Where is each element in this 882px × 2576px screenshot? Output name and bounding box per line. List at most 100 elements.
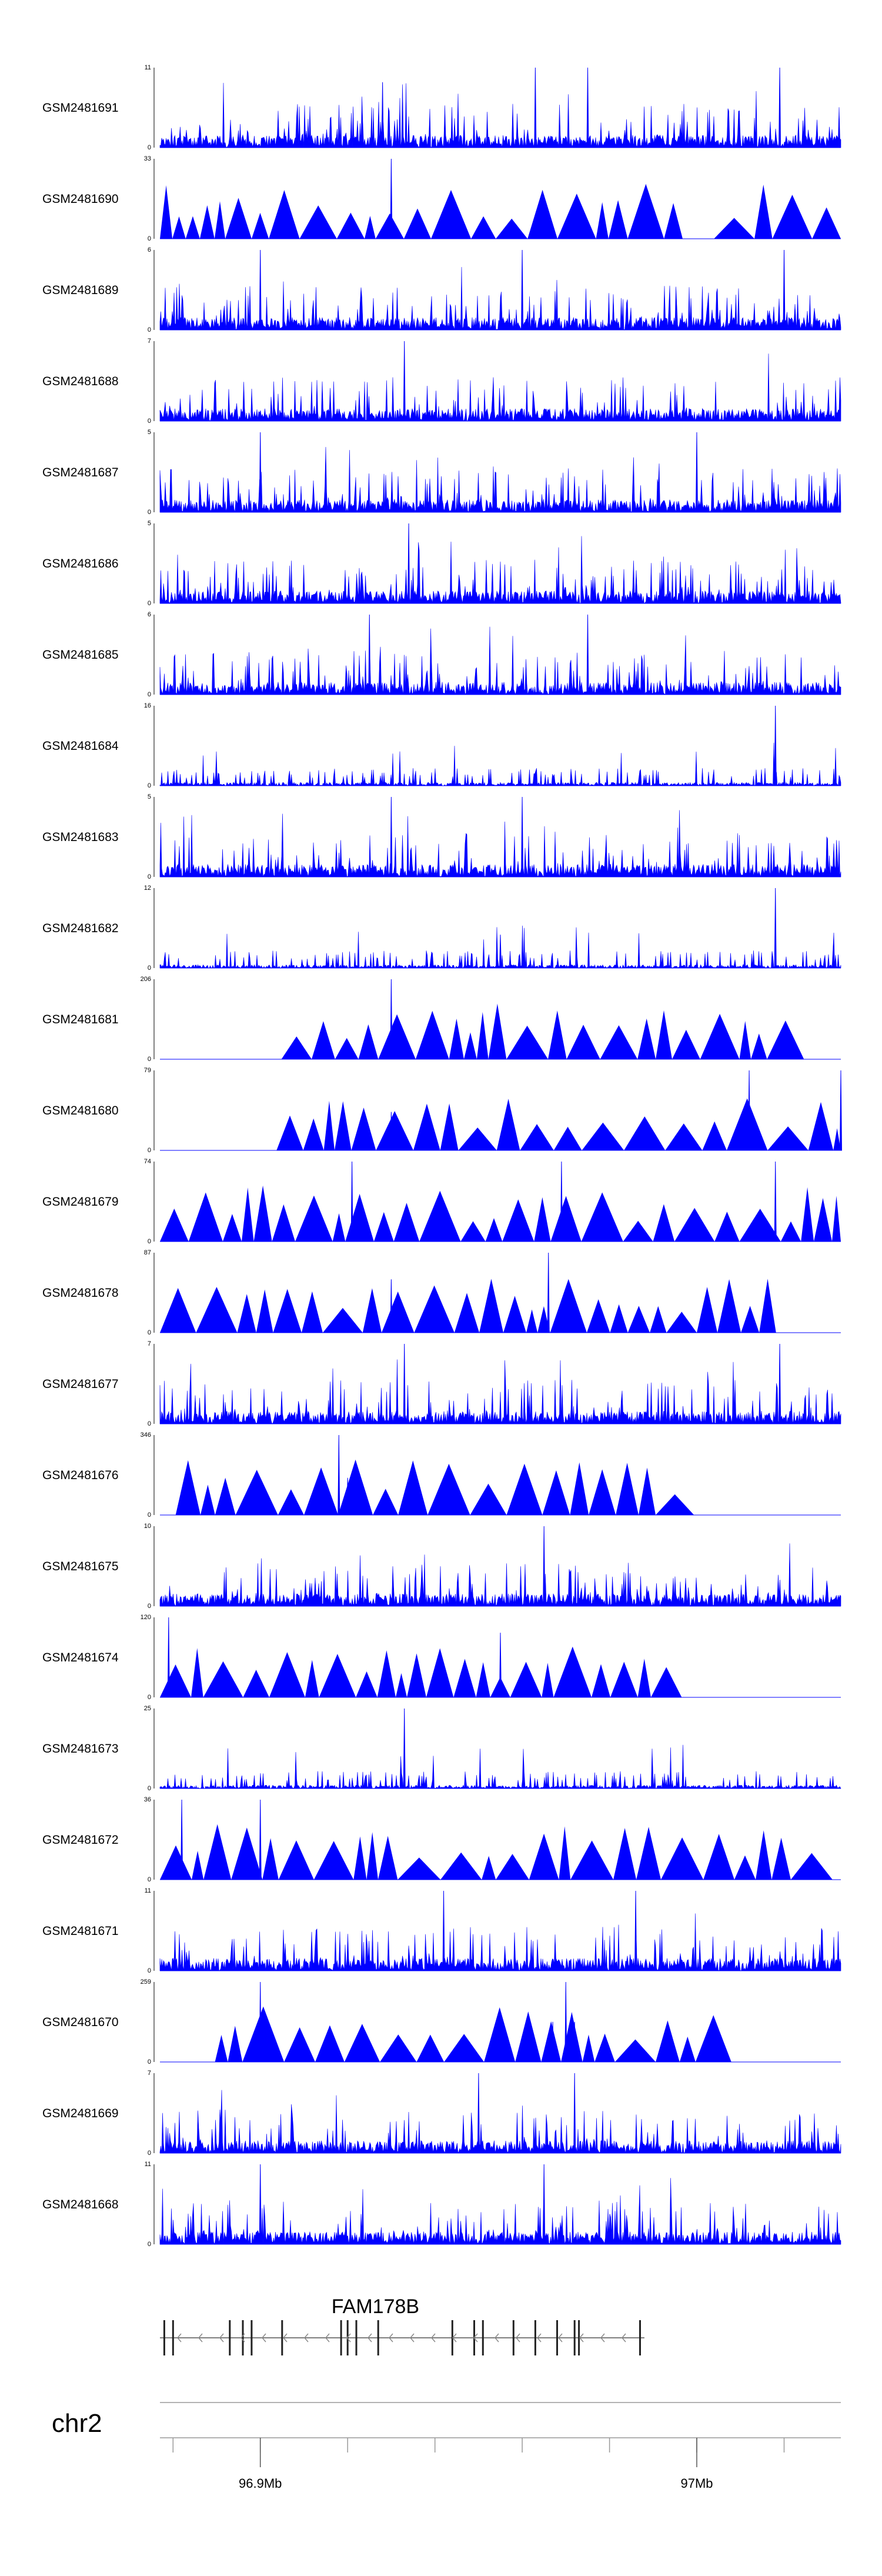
coverage-area xyxy=(276,1098,841,1150)
coverage-area xyxy=(215,2006,731,2062)
exon-mark xyxy=(578,2320,580,2355)
peak-mark xyxy=(407,523,410,604)
x-tick-label: 97Mb xyxy=(680,2476,713,2491)
coverage-area xyxy=(159,266,841,331)
exon-mark xyxy=(639,2320,641,2355)
y-tick-label-max: 5 xyxy=(148,520,151,527)
chromosome-label: chr2 xyxy=(52,2409,102,2438)
track-label: GSM2481679 xyxy=(42,1195,119,1209)
track-label: GSM2481681 xyxy=(42,1013,119,1026)
strand-arrow xyxy=(558,2333,563,2343)
exon-mark xyxy=(534,2320,536,2355)
peak-mark xyxy=(774,887,777,969)
strand-arrow xyxy=(240,2333,245,2343)
exon-mark xyxy=(482,2320,484,2355)
track-label: GSM2481678 xyxy=(42,1286,119,1300)
strand-arrow xyxy=(600,2333,605,2343)
coverage-area xyxy=(159,742,841,787)
y-tick-label-min: 0 xyxy=(148,235,151,242)
y-tick-label-max: 7 xyxy=(148,1340,151,1347)
strand-arrow xyxy=(622,2333,626,2343)
strand-arrow xyxy=(262,2333,266,2343)
peak-mark xyxy=(259,432,262,513)
track-GSM2481673: GSM2481673 25 0 xyxy=(42,1705,841,1792)
y-tick-label-max: 346 xyxy=(141,1432,151,1439)
peak-mark xyxy=(534,67,537,148)
strand-arrow xyxy=(431,2333,436,2343)
exon-mark xyxy=(512,2320,514,2355)
peak-mark xyxy=(390,796,393,877)
peak-mark xyxy=(499,935,502,969)
y-tick-label-max: 87 xyxy=(144,1249,151,1256)
peak-mark xyxy=(560,1161,563,1242)
peak-mark xyxy=(779,1343,781,1424)
strand-arrow xyxy=(579,2333,584,2343)
y-tick-label-max: 7 xyxy=(148,338,151,345)
coverage-area xyxy=(160,1824,833,1880)
genome-axis-track: chr2 96.9Mb 97Mb xyxy=(52,2402,841,2491)
gene-annotation-track: FAM178B xyxy=(160,2295,644,2355)
peak-mark xyxy=(381,82,384,148)
exon-mark xyxy=(573,2320,576,2355)
peak-mark xyxy=(259,1799,262,1880)
peak-mark xyxy=(338,1434,340,1516)
peak-mark xyxy=(695,432,699,513)
track-GSM2481690: GSM2481690 33 0 xyxy=(42,155,841,242)
coverage-area xyxy=(159,446,841,513)
strand-arrow xyxy=(516,2333,520,2343)
track-label: GSM2481688 xyxy=(42,375,119,388)
coverage-area xyxy=(159,2090,841,2154)
track-GSM2481676: GSM2481676 346 0 xyxy=(42,1432,841,1519)
y-tick-label-min: 0 xyxy=(148,1785,151,1792)
exon-mark xyxy=(281,2320,283,2355)
track-label: GSM2481680 xyxy=(42,1104,119,1117)
track-GSM2481686: GSM2481686 5 0 xyxy=(42,520,841,607)
track-GSM2481679: GSM2481679 74 0 xyxy=(42,1158,841,1245)
peak-mark xyxy=(783,249,786,331)
y-tick-label-max: 120 xyxy=(141,1614,151,1621)
exon-mark xyxy=(242,2320,244,2355)
strand-arrow xyxy=(198,2333,203,2343)
y-tick-label-max: 5 xyxy=(148,793,151,800)
peak-mark xyxy=(403,1343,406,1424)
track-GSM2481685: GSM2481685 6 0 xyxy=(42,611,841,698)
y-tick-label-min: 0 xyxy=(148,509,151,516)
y-tick-label-max: 36 xyxy=(144,1796,151,1803)
coverage-area xyxy=(159,1913,841,1971)
track-GSM2481674: GSM2481674 120 0 xyxy=(42,1614,841,1701)
track-label: GSM2481687 xyxy=(42,466,119,479)
strand-arrow xyxy=(495,2333,499,2343)
y-tick-label-min: 0 xyxy=(148,965,151,972)
x-tick-label: 96.9Mb xyxy=(239,2476,282,2491)
peak-mark xyxy=(390,979,393,1060)
y-tick-label-max: 6 xyxy=(148,246,151,253)
track-GSM2481668: GSM2481668 11 0 xyxy=(42,2161,841,2248)
peak-mark xyxy=(259,249,262,331)
coverage-area xyxy=(159,1359,841,1425)
track-label: GSM2481677 xyxy=(42,1377,119,1391)
peak-mark xyxy=(586,67,589,148)
y-tick-label-max: 7 xyxy=(148,2070,151,2077)
strand-arrow xyxy=(325,2333,330,2343)
track-GSM2481670: GSM2481670 259 0 xyxy=(42,1978,841,2066)
strand-arrow xyxy=(283,2333,288,2343)
strand-arrow xyxy=(473,2333,478,2343)
track-label: GSM2481672 xyxy=(42,1833,119,1847)
y-tick-label-max: 6 xyxy=(148,611,151,618)
y-tick-label-min: 0 xyxy=(148,1147,151,1154)
y-tick-label-min: 0 xyxy=(148,1056,151,1063)
track-label: GSM2481682 xyxy=(42,922,119,935)
peak-mark xyxy=(499,1633,502,1698)
y-tick-label-min: 0 xyxy=(148,600,151,607)
peak-mark xyxy=(521,249,524,331)
peak-mark xyxy=(403,1708,406,1789)
y-tick-label-max: 33 xyxy=(144,155,151,162)
track-label: GSM2481676 xyxy=(42,1469,119,1482)
track-GSM2481677: GSM2481677 7 0 xyxy=(42,1340,841,1427)
y-tick-label-max: 259 xyxy=(141,1978,151,1986)
y-tick-label-min: 0 xyxy=(148,2241,151,2248)
y-tick-label-min: 0 xyxy=(148,691,151,698)
y-tick-label-max: 25 xyxy=(144,1705,151,1712)
track-label: GSM2481670 xyxy=(42,2016,119,2029)
